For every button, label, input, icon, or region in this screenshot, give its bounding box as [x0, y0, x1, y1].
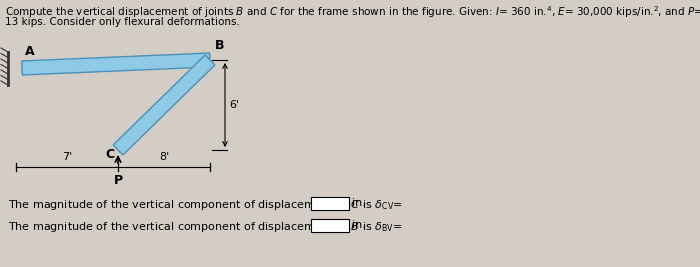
Text: in.: in.	[352, 220, 366, 230]
Text: Compute the vertical displacement of joints $\it{B}$ and $\it{C}$ for the frame : Compute the vertical displacement of joi…	[5, 4, 700, 20]
Text: A: A	[25, 45, 34, 58]
Text: The magnitude of the vertical component of displacement at $\it{B}$ is $\delta$$: The magnitude of the vertical component …	[8, 220, 402, 234]
Text: C: C	[106, 148, 115, 161]
Bar	[311, 219, 349, 232]
Text: 8': 8'	[159, 152, 169, 162]
Text: 7': 7'	[62, 152, 72, 162]
Bar	[311, 197, 349, 210]
Text: in.: in.	[352, 198, 366, 208]
Polygon shape	[113, 55, 215, 155]
Text: 13 kips. Consider only flexural deformations.: 13 kips. Consider only flexural deformat…	[5, 17, 240, 27]
Text: P: P	[113, 174, 122, 187]
Text: B: B	[215, 39, 225, 52]
Text: 6': 6'	[229, 100, 239, 110]
Text: The magnitude of the vertical component of displacement at $\it{C}$ is $\delta$$: The magnitude of the vertical component …	[8, 198, 402, 212]
Polygon shape	[22, 53, 210, 75]
